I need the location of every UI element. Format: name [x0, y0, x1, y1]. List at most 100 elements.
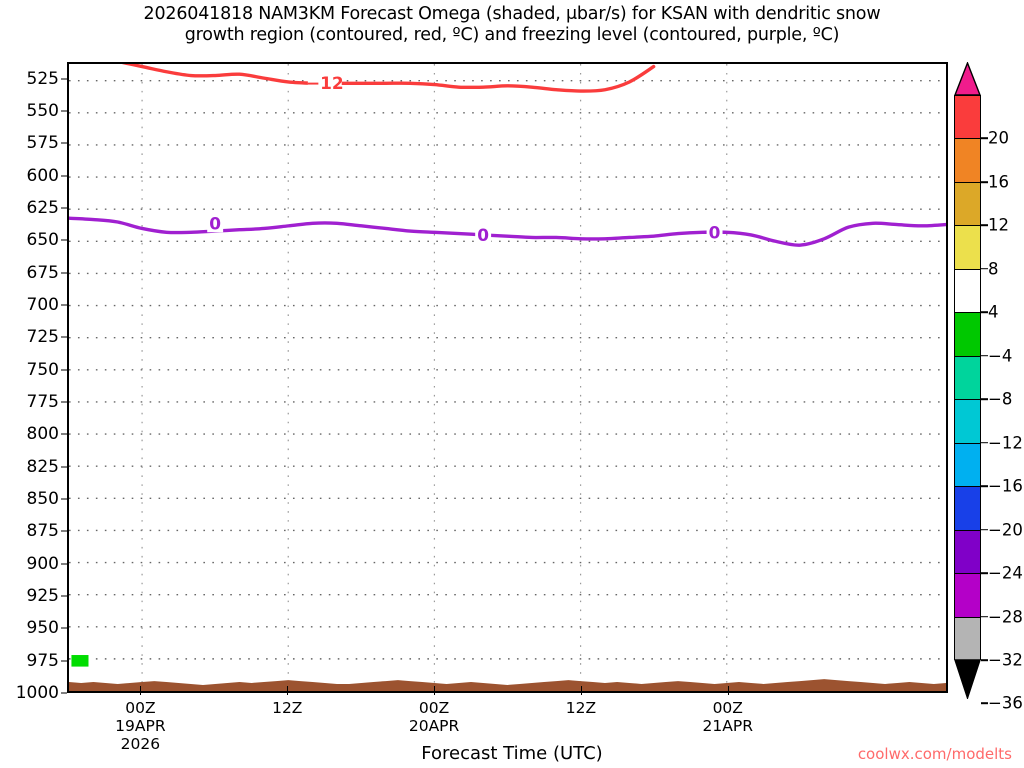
y-axis-tick-label: 1000 — [15, 683, 59, 703]
plot-inner: 0 0 0 −12 — [69, 64, 946, 691]
colorbar-bands — [954, 95, 981, 661]
y-axis-tick-mark — [61, 498, 67, 500]
chart-title-line-2: growth region (contoured, red, ºC) and f… — [184, 25, 840, 45]
colorbar-tick-label: −4 — [988, 346, 1013, 366]
colorbar-over-arrow — [954, 62, 981, 96]
x-axis-tick-mark — [727, 686, 729, 695]
x-axis-tick-time: 12Z — [272, 699, 303, 717]
y-axis-tick-label: 525 — [26, 68, 59, 89]
colorbar-tick-label: −20 — [988, 520, 1023, 540]
x-axis: 00Z 19APR 2026 12Z 00Z 20APR 12Z 00Z 21APR — [0, 686, 1024, 755]
contour-series — [121, 64, 656, 93]
colorbar-tick-mark — [981, 398, 988, 401]
colorbar: 20 16 12 8 4 −4 −8 −12 −16 −20 −24 −28 −32 −36 — [954, 62, 1024, 713]
chart-title-line-1: 2026041818 NAM3KM Forecast Omega (shaded… — [143, 4, 881, 24]
colorbar-band — [955, 313, 980, 357]
y-axis-tick-mark — [61, 304, 67, 306]
contour-layer: 0 0 0 −12 — [69, 64, 946, 247]
x-axis-tick-time: 00Z — [418, 699, 450, 717]
y-axis-tick-label: 750 — [26, 359, 59, 380]
y-axis-tick-mark — [61, 142, 67, 144]
colorbar-band — [955, 269, 980, 314]
y-axis-tick-mark — [61, 369, 67, 371]
colorbar-tick-label: −16 — [988, 476, 1023, 496]
y-axis-tick-label: 650 — [26, 230, 59, 251]
x-axis-tick-time: 00Z — [712, 699, 743, 717]
x-axis-tick-year: 2026 — [120, 735, 161, 753]
y-axis-tick-label: 875 — [26, 521, 59, 542]
x-axis-tick-label: 00Z 21APR — [703, 699, 753, 735]
y-axis-tick-mark — [61, 660, 67, 662]
y-axis-tick-label: 700 — [26, 295, 59, 316]
y-axis-tick-label: 725 — [26, 327, 59, 348]
y-axis-tick-mark — [61, 401, 67, 403]
y-axis-tick-mark — [61, 239, 67, 241]
chart-title: 2026041818 NAM3KM Forecast Omega (shaded… — [0, 4, 1024, 46]
y-axis-tick-mark — [61, 433, 67, 435]
colorbar-tick-mark — [981, 181, 988, 183]
x-axis-tick-date: 19APR — [115, 717, 166, 735]
colorbar-tick-mark — [981, 615, 988, 618]
y-axis-tick-label: 850 — [26, 489, 59, 510]
colorbar-tick-mark — [981, 354, 988, 357]
terrain-layer — [69, 679, 946, 691]
colorbar-tick-label: −32 — [988, 650, 1023, 670]
contour-value-label: 0 — [477, 225, 489, 245]
x-axis-tick-label: 00Z 19APR 2026 — [115, 699, 165, 753]
colorbar-band — [955, 487, 980, 531]
colorbar-tick-mark — [981, 659, 988, 661]
colorbar-tick-mark — [981, 485, 988, 487]
x-axis-tick-mark — [140, 686, 142, 695]
grid-lines — [69, 64, 946, 691]
colorbar-band — [955, 182, 980, 227]
colorbar-tick-label: 8 — [988, 259, 999, 279]
y-axis-tick-mark — [61, 110, 67, 112]
x-axis-tick-mark — [434, 686, 436, 695]
x-axis-title: Forecast Time (UTC) — [421, 743, 603, 764]
colorbar-tick-mark — [981, 441, 988, 444]
y-axis-tick-mark — [61, 627, 67, 629]
colorbar-band — [955, 96, 980, 140]
colorbar-tick-label: −36 — [988, 693, 1023, 713]
colorbar-tick-mark — [981, 224, 988, 227]
contour-value-label: −12 — [306, 73, 344, 93]
x-axis-tick-mark — [287, 686, 289, 695]
colorbar-band — [955, 530, 980, 575]
y-axis-tick-mark — [61, 595, 67, 597]
colorbar-tick-mark — [981, 268, 988, 270]
y-axis-tick-mark — [61, 207, 67, 209]
colorbar-band — [955, 574, 980, 618]
colorbar-band — [955, 226, 980, 270]
y-axis-tick-mark — [61, 272, 67, 274]
y-axis-tick-mark — [61, 466, 67, 468]
omega-shading-layer — [71, 655, 89, 667]
x-axis-tick-date: 21APR — [702, 717, 753, 735]
y-axis-tick-label: 775 — [26, 392, 59, 413]
colorbar-under-arrow — [954, 659, 981, 699]
colorbar-band — [955, 443, 980, 488]
x-axis-tick-time: 00Z — [125, 699, 156, 717]
colorbar-tick-mark — [981, 528, 988, 531]
colorbar-tick-label: −24 — [988, 563, 1023, 583]
y-axis-tick-label: 550 — [26, 101, 59, 122]
watermark-link[interactable]: coolwx.com/modelts — [857, 745, 1012, 763]
colorbar-band — [955, 400, 980, 444]
y-axis-tick-label: 575 — [26, 133, 59, 154]
y-axis-tick-label: 925 — [26, 586, 59, 607]
y-axis-tick-label: 975 — [26, 650, 59, 671]
x-axis-tick-label: 00Z 20APR — [409, 699, 459, 735]
plot-area: 0 0 0 −12 — [67, 62, 948, 693]
colorbar-tick-mark — [981, 702, 988, 705]
x-axis-tick-label: 12Z — [272, 699, 302, 717]
y-axis-tick-label: 900 — [26, 553, 59, 574]
y-axis-tick-label: 800 — [26, 424, 59, 445]
x-axis-tick-date: 20APR — [408, 717, 460, 735]
x-axis-tick-mark — [580, 686, 582, 695]
colorbar-tick-label: 12 — [988, 215, 1009, 235]
colorbar-tick-label: −28 — [988, 607, 1023, 627]
y-axis-tick-label: 825 — [26, 456, 59, 477]
colorbar-tick-label: 4 — [988, 302, 999, 322]
colorbar-tick-label: 16 — [988, 172, 1009, 192]
colorbar-tick-label: 20 — [988, 128, 1009, 148]
colorbar-tick-mark — [981, 572, 988, 574]
